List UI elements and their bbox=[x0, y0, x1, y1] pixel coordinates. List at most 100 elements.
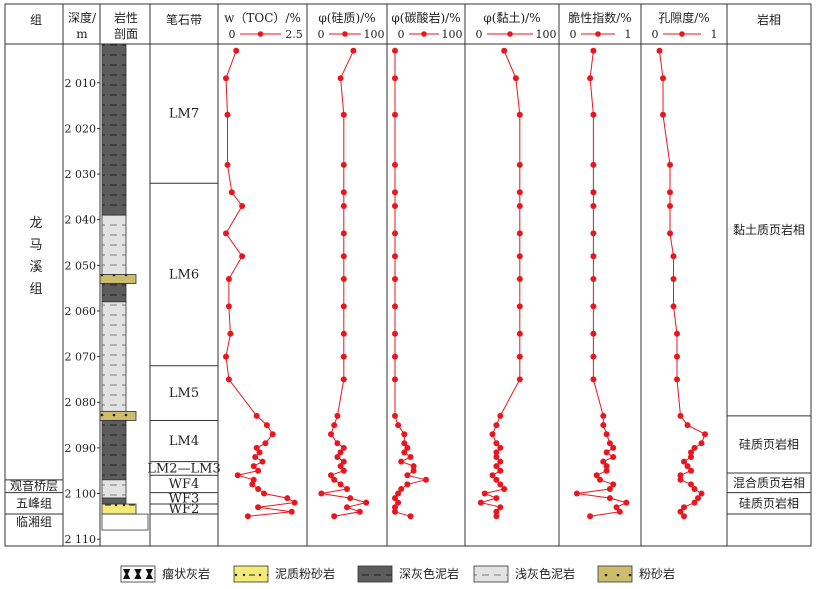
data-point bbox=[691, 499, 698, 506]
data-point bbox=[410, 467, 417, 474]
lithology-bed-silty_mudstone bbox=[101, 503, 137, 515]
lithology-bed-dark_mudstone bbox=[101, 283, 127, 303]
data-point bbox=[239, 203, 246, 209]
data-point bbox=[340, 253, 347, 260]
data-point bbox=[656, 47, 663, 54]
data-point bbox=[497, 458, 504, 465]
depth-tick-label: 2 040 bbox=[65, 214, 97, 227]
legend-marker bbox=[595, 31, 601, 37]
facies-header: 岩相 bbox=[757, 12, 781, 27]
data-point bbox=[493, 440, 500, 447]
data-point bbox=[493, 463, 500, 470]
data-point bbox=[392, 230, 398, 237]
grapto-header: 笔石带 bbox=[166, 12, 202, 27]
data-point bbox=[516, 276, 523, 282]
data-point bbox=[395, 490, 402, 497]
data-point bbox=[233, 47, 240, 54]
data-point bbox=[660, 111, 666, 118]
tick-min-label: 0 bbox=[476, 28, 483, 41]
data-point bbox=[256, 449, 263, 456]
data-point bbox=[493, 476, 500, 483]
data-point bbox=[337, 463, 344, 470]
facies-label: 黏土质页岩相 bbox=[733, 222, 805, 237]
data-point bbox=[404, 481, 411, 488]
data-point bbox=[398, 458, 405, 465]
data-point bbox=[573, 490, 580, 497]
data-point bbox=[253, 412, 260, 419]
series-header-3: φ(黏土)/%0 100 bbox=[476, 11, 557, 41]
grapto-zone-label: LM4 bbox=[169, 434, 199, 449]
data-point bbox=[493, 513, 500, 520]
data-point bbox=[688, 481, 694, 488]
data-point bbox=[401, 440, 408, 447]
data-point bbox=[392, 495, 398, 502]
data-point bbox=[493, 508, 500, 515]
data-point bbox=[392, 303, 398, 310]
data-point bbox=[392, 353, 398, 360]
data-point bbox=[392, 330, 398, 337]
data-point bbox=[340, 330, 347, 337]
data-point bbox=[600, 422, 607, 429]
data-point bbox=[255, 467, 262, 474]
series-title: w（TOC）/% bbox=[224, 11, 301, 25]
data-point bbox=[660, 75, 666, 82]
series-0 bbox=[223, 47, 298, 520]
group-label: 五峰组 bbox=[16, 496, 52, 510]
series-header-4: 脆性指数/% 0 1 bbox=[568, 10, 631, 41]
data-point bbox=[691, 444, 698, 451]
data-point bbox=[337, 481, 344, 488]
data-point bbox=[334, 412, 341, 419]
data-point bbox=[610, 444, 617, 451]
depth-tick-label: 2 060 bbox=[65, 305, 97, 318]
data-point bbox=[516, 303, 523, 310]
data-point bbox=[423, 476, 429, 483]
data-point bbox=[674, 353, 680, 360]
grapto-zone-label: LM6 bbox=[169, 267, 199, 282]
data-point bbox=[337, 449, 344, 456]
data-point bbox=[613, 504, 620, 511]
data-point bbox=[392, 203, 398, 209]
data-point bbox=[340, 189, 347, 196]
data-point bbox=[291, 499, 298, 506]
series-header-2: φ(碳酸岩)/% 0 100 bbox=[391, 10, 462, 41]
data-point bbox=[223, 230, 229, 237]
data-point bbox=[392, 111, 398, 118]
legend-marker bbox=[421, 31, 427, 37]
data-point bbox=[255, 504, 262, 511]
data-point bbox=[667, 161, 673, 168]
data-point bbox=[677, 472, 684, 479]
legend-label: 浅灰色泥岩 bbox=[515, 566, 575, 581]
data-point bbox=[691, 486, 698, 492]
data-point bbox=[516, 161, 523, 168]
legend-marker bbox=[679, 31, 685, 37]
data-point bbox=[331, 513, 338, 520]
data-point bbox=[600, 412, 607, 419]
data-point bbox=[318, 490, 325, 497]
data-point bbox=[410, 463, 417, 470]
data-point bbox=[501, 486, 508, 492]
data-point bbox=[392, 508, 398, 515]
grapto-zone-label: LM5 bbox=[169, 386, 199, 401]
depth-tick-label: 2 100 bbox=[65, 488, 97, 501]
data-point bbox=[516, 189, 523, 196]
grapto-zone-label: WF2 bbox=[169, 502, 200, 517]
data-point bbox=[356, 508, 363, 515]
data-point bbox=[340, 376, 347, 383]
lithology-bed-nodular_limestone bbox=[101, 513, 149, 531]
lithology-bed-siltstone bbox=[99, 274, 137, 284]
data-point bbox=[489, 431, 496, 438]
data-point bbox=[234, 472, 241, 479]
depth-unit-header: m bbox=[76, 27, 88, 41]
data-point bbox=[497, 481, 504, 488]
data-point bbox=[590, 253, 597, 260]
data-point bbox=[516, 376, 523, 383]
data-point bbox=[252, 454, 259, 460]
data-point bbox=[603, 449, 610, 456]
data-point bbox=[497, 504, 504, 511]
data-point bbox=[593, 472, 600, 479]
data-point bbox=[670, 253, 677, 260]
data-point bbox=[259, 458, 266, 465]
data-point bbox=[603, 431, 610, 438]
